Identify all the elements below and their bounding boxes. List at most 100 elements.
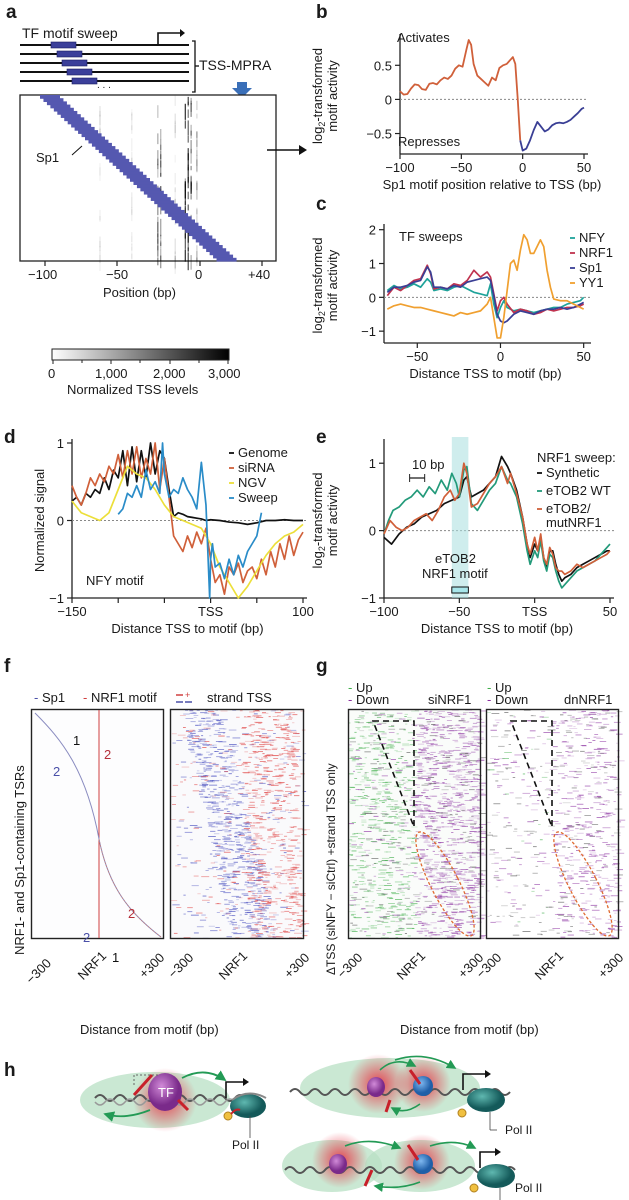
tss-mark — [241, 902, 248, 903]
delta-tss-mark — [612, 864, 615, 865]
tss-mark — [288, 877, 290, 878]
tss-signal — [188, 192, 189, 200]
delta-tss-mark — [395, 882, 402, 883]
tss-mark — [236, 884, 239, 885]
delta-tss-mark — [407, 908, 410, 909]
delta-tss-mark — [449, 801, 453, 802]
delta-tss-mark — [430, 711, 433, 712]
delta-tss-mark — [451, 912, 457, 913]
delta-tss-mark — [364, 891, 370, 892]
tss-mark — [272, 934, 275, 935]
tss-mark — [219, 753, 223, 754]
tss-mark — [253, 905, 259, 906]
delta-tss-mark — [514, 755, 521, 756]
two-tf-model-top — [290, 1054, 510, 1130]
delta-tss-mark — [560, 714, 563, 715]
legend-label: Synthetic — [546, 465, 600, 480]
delta-tss-mark — [398, 925, 401, 926]
delta-tss-mark — [568, 847, 571, 848]
tss-mark — [225, 799, 229, 800]
tss-mark — [266, 890, 268, 891]
delta-tss-mark — [443, 738, 450, 739]
delta-tss-mark — [608, 886, 614, 887]
tss-mark — [253, 715, 259, 716]
delta-tss-mark — [447, 765, 453, 766]
delta-tss-mark — [501, 860, 508, 861]
tss-mark — [296, 899, 301, 900]
delta-tss-mark — [613, 910, 621, 911]
delta-tss-mark — [357, 772, 360, 773]
delta-tss-mark — [421, 928, 427, 929]
delta-tss-mark — [442, 812, 446, 813]
delta-tss-mark — [449, 751, 454, 752]
delta-tss-mark — [529, 796, 532, 797]
delta-tss-mark — [407, 752, 411, 753]
tss-mark — [247, 856, 250, 857]
delta-tss-mark — [354, 732, 356, 733]
delta-tss-mark — [608, 919, 613, 920]
tss-mark — [194, 876, 199, 877]
tss-signal — [157, 159, 158, 169]
delta-tss-mark — [364, 778, 369, 779]
delta-tss-mark — [558, 882, 564, 883]
tss-mark — [252, 930, 260, 931]
delta-tss-mark — [423, 805, 430, 806]
tss-mark — [279, 755, 281, 756]
delta-tss-mark — [465, 793, 469, 794]
delta-tss-mark — [373, 744, 380, 745]
delta-tss-mark — [600, 838, 603, 839]
delta-tss-mark — [605, 713, 610, 714]
delta-tss-mark — [418, 778, 423, 779]
tss-mark — [289, 898, 293, 899]
xtick: NRF1 — [394, 948, 429, 983]
delta-tss-mark — [433, 851, 435, 852]
delta-tss-mark — [591, 877, 595, 878]
tss-mark — [181, 762, 186, 763]
delta-tss-mark — [506, 825, 512, 826]
tss-mark — [242, 872, 248, 873]
tss-mark — [208, 726, 215, 727]
tss-mark — [285, 919, 293, 920]
delta-tss-mark — [496, 886, 499, 887]
tss-mark — [260, 749, 267, 750]
delta-tss-mark — [365, 712, 368, 713]
tss-mark — [250, 845, 255, 846]
delta-tss-mark — [608, 928, 610, 929]
tss-mark — [203, 802, 208, 803]
tss-mark — [294, 791, 297, 792]
delta-tss-mark — [515, 798, 522, 799]
tss-mark — [183, 727, 186, 728]
tss-mark — [194, 933, 199, 934]
tss-mark — [227, 811, 230, 812]
region-label: 2 — [53, 764, 60, 779]
tss-mark — [245, 734, 253, 735]
tss-mark — [212, 796, 216, 797]
delta-tss-mark — [445, 870, 450, 871]
delta-tss-mark — [388, 799, 394, 800]
tss-mark — [291, 747, 294, 748]
delta-tss-mark — [428, 932, 434, 933]
delta-tss-mark — [587, 834, 591, 835]
delta-tss-mark — [350, 895, 354, 896]
delta-tss-mark — [579, 825, 587, 826]
tss-mark — [245, 874, 250, 875]
tss-mark — [217, 845, 221, 846]
tss-mark — [199, 794, 203, 795]
delta-tss-mark — [447, 906, 451, 907]
tss-mark — [244, 832, 246, 833]
tss-mark — [264, 744, 272, 745]
tss-mark — [224, 790, 230, 791]
tss-signal — [131, 232, 132, 242]
tss-mark — [257, 915, 264, 916]
delta-tss-mark — [474, 715, 478, 716]
tss-mark — [278, 769, 285, 770]
tss-mark — [194, 784, 197, 785]
delta-tss-mark — [567, 875, 572, 876]
delta-tss-mark — [368, 808, 374, 809]
pol-ii-icon — [477, 1164, 515, 1188]
delta-tss-mark — [399, 918, 405, 919]
delta-tss-mark — [432, 869, 438, 870]
delta-tss-mark — [441, 817, 448, 818]
delta-tss-mark — [594, 734, 598, 735]
delta-tss-mark — [436, 763, 444, 764]
